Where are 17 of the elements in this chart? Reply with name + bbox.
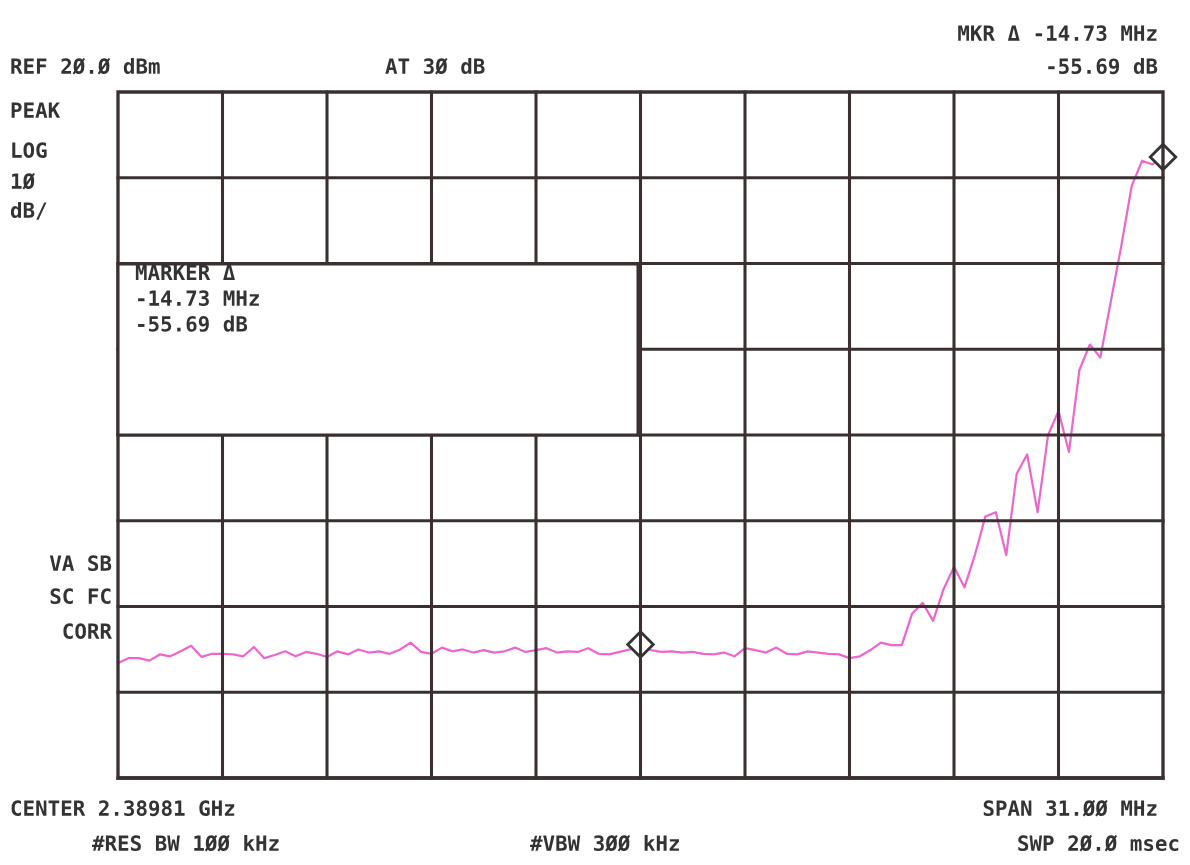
text: PEAK [11, 102, 61, 118]
text: 1Ø [11, 172, 35, 190]
text: REF 2Ø.Ø dBm [11, 57, 160, 75]
text: SWP 2Ø.Ø msec [1018, 834, 1179, 852]
text: VA SB [49, 555, 112, 572]
text: CENTER 2.38981 GHz [11, 800, 235, 817]
text: MKR Δ -14.73 MHz [958, 25, 1157, 42]
text: #VBW 3ØØ kHz [530, 834, 679, 852]
text: -55.69 dB [1048, 57, 1158, 75]
annotation: MARKER Δ -14.73 MHz -55.69 dB [135, 264, 259, 332]
text: LOG [12, 142, 47, 159]
text: SPAN 31.ØØ MHz [983, 799, 1157, 817]
text: dB/ [10, 201, 47, 220]
text: AT 3Ø dB [385, 57, 485, 75]
text: CORR [63, 623, 112, 640]
text: SC FC [50, 588, 111, 605]
text: #RES BW 1ØØ kHz [92, 834, 279, 852]
